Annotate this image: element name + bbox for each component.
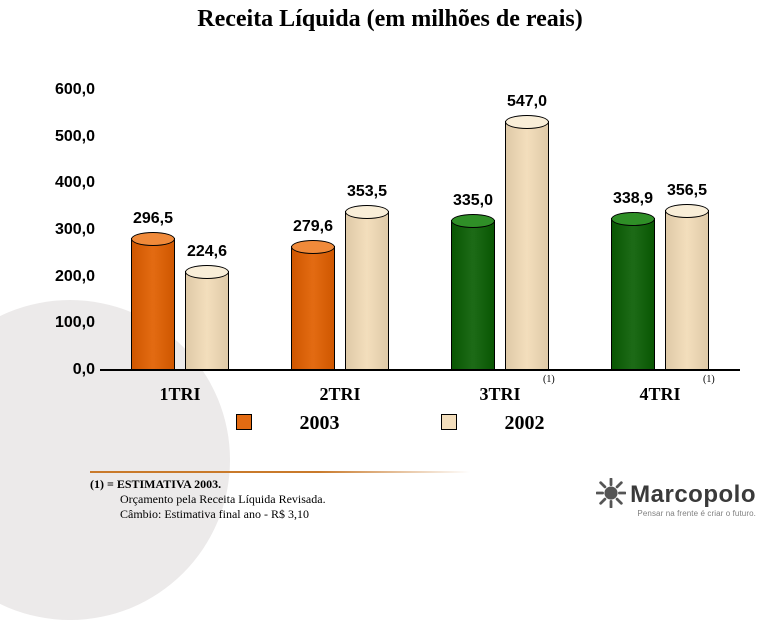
category-note: (1) — [543, 374, 555, 385]
legend-swatch-2002 — [441, 414, 457, 430]
bar: 547,0 — [505, 115, 549, 370]
footnote: (1) = ESTIMATIVA 2003. Orçamento pela Re… — [90, 471, 470, 522]
bar: 338,9 — [611, 212, 655, 370]
bar-value-label: 296,5 — [133, 210, 173, 228]
bar: 296,5 — [131, 232, 175, 370]
bar-value-label: 356,5 — [667, 182, 707, 200]
category-note: (1) — [703, 374, 715, 385]
legend-swatch-2003 — [236, 414, 252, 430]
x-tick-label: 2TRI — [260, 384, 420, 405]
plot-area: 296,5224,61TRI279,6353,52TRI335,0547,03T… — [100, 90, 740, 370]
bar-value-label: 353,5 — [347, 183, 387, 201]
logo-tagline: Pensar na frente é criar o futuro. — [596, 509, 756, 518]
x-tick-label: 3TRI — [420, 384, 580, 405]
bar-value-label: 279,6 — [293, 218, 333, 236]
bar: 353,5 — [345, 205, 389, 370]
bar-value-label: 547,0 — [507, 93, 547, 111]
footnote-rule — [90, 471, 470, 473]
footnote-line3: Câmbio: Estimativa final ano - R$ 3,10 — [120, 507, 309, 522]
logo: Marcopolo Pensar na frente é criar o fut… — [596, 478, 756, 518]
bar-value-label: 224,6 — [187, 243, 227, 261]
legend-label-2002: 2002 — [505, 412, 545, 434]
y-tick-label: 100,0 — [40, 314, 95, 332]
legend-item-2002: 2002 — [417, 412, 569, 434]
y-tick-label: 200,0 — [40, 268, 95, 286]
y-tick-label: 0,0 — [40, 361, 95, 379]
footnote-line1: (1) = ESTIMATIVA 2003. — [90, 477, 221, 491]
legend-item-2003: 2003 — [212, 412, 369, 434]
y-tick-label: 300,0 — [40, 221, 95, 239]
x-tick-label: 4TRI — [580, 384, 740, 405]
bar-value-label: 335,0 — [453, 192, 493, 210]
legend: 2003 2002 — [0, 412, 780, 435]
y-tick-label: 500,0 — [40, 128, 95, 146]
bar: 224,6 — [185, 265, 229, 370]
footnote-line2: Orçamento pela Receita Líquida Revisada. — [120, 492, 326, 507]
bar-value-label: 338,9 — [613, 190, 653, 208]
x-tick-label: 1TRI — [100, 384, 260, 405]
legend-label-2003: 2003 — [300, 412, 340, 434]
logo-word: Marcopolo — [630, 481, 756, 508]
bar: 279,6 — [291, 240, 335, 370]
revenue-chart: 296,5224,61TRI279,6353,52TRI335,0547,03T… — [40, 90, 740, 370]
bar: 356,5 — [665, 204, 709, 370]
logo-mark-icon — [596, 478, 626, 508]
y-tick-label: 400,0 — [40, 174, 95, 192]
bar: 335,0 — [451, 214, 495, 370]
y-tick-label: 600,0 — [40, 81, 95, 99]
chart-title: Receita Líquida (em milhões de reais) — [0, 6, 780, 33]
